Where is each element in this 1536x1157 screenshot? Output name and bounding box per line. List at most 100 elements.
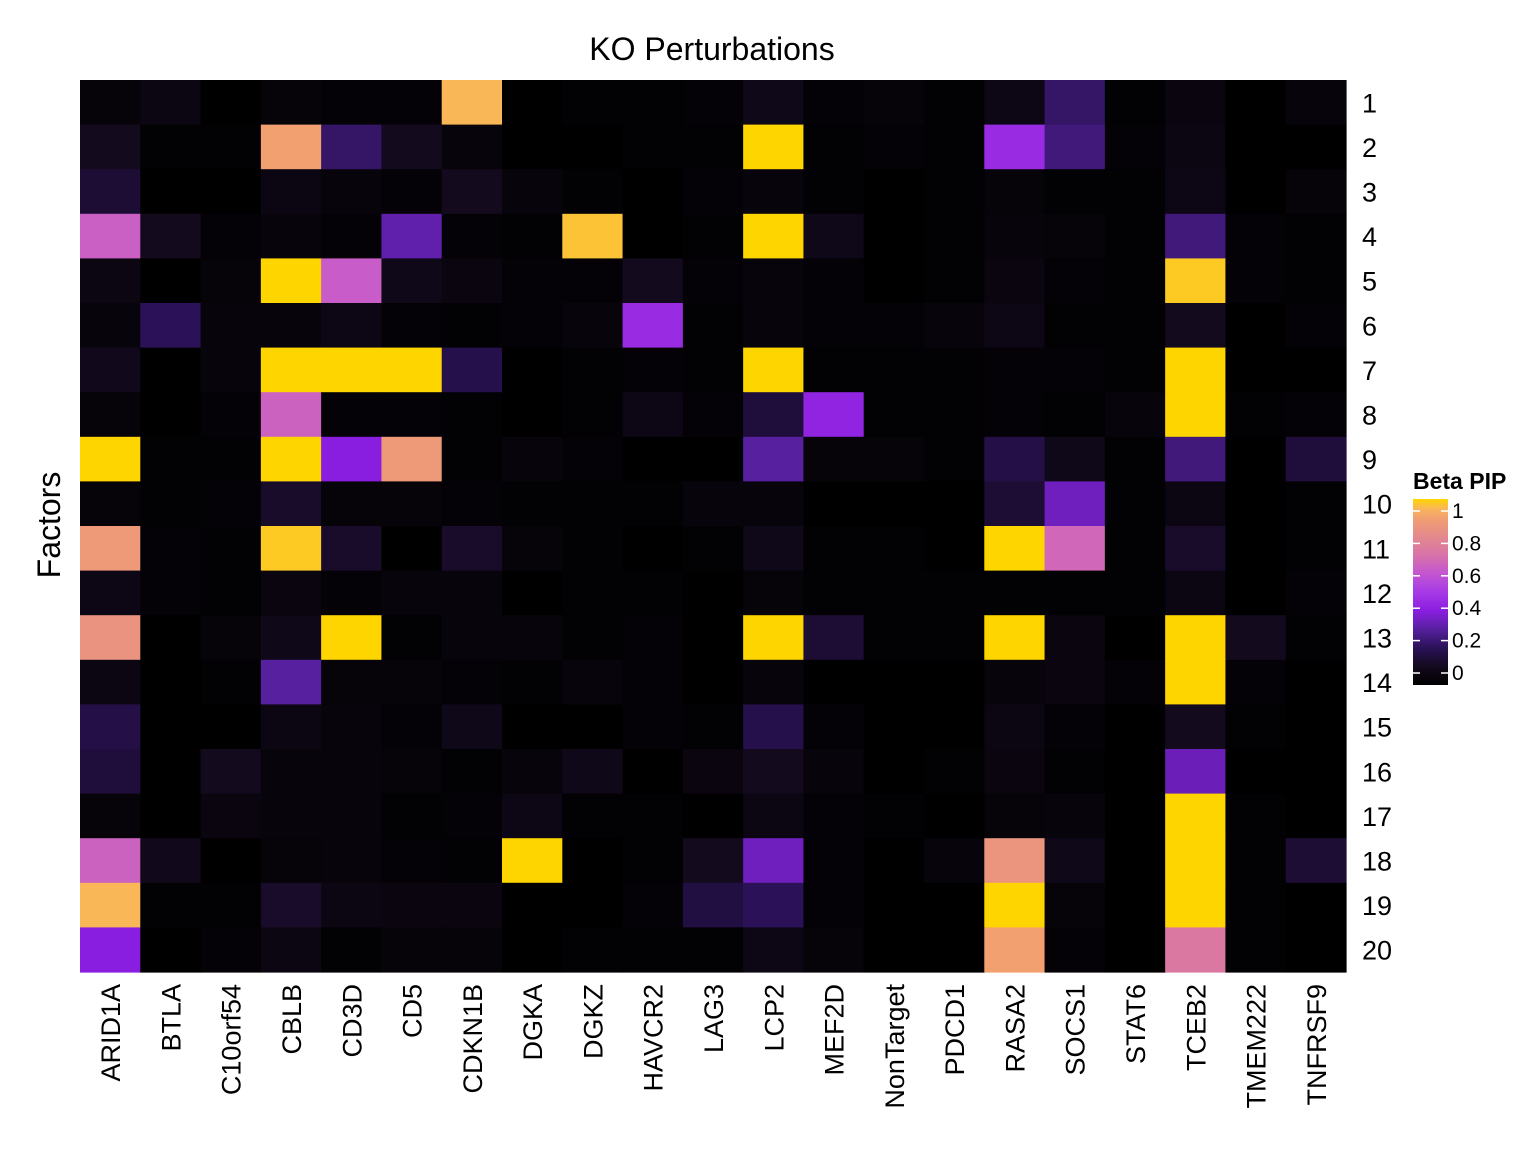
cell-factor3-dgkz [562, 169, 624, 215]
cell-factor3-pdcd1 [924, 169, 985, 215]
cell-factor19-cd3d [321, 882, 383, 928]
cell-factor9-lcp2 [743, 436, 805, 482]
cell-factor20-cdkn1b [441, 927, 503, 973]
cell-factor9-btla [140, 436, 202, 482]
cell-factor12-cd5 [381, 570, 443, 616]
cell-factor18-lcp2 [743, 838, 805, 884]
cell-factor6-lcp2 [743, 303, 805, 349]
cell-factor1-tnfrsf9 [1285, 80, 1347, 126]
cell-factor2-dgkz [562, 124, 624, 170]
cell-factor9-socs1 [1044, 436, 1106, 482]
y-tick-label: 12 [1362, 579, 1392, 609]
cell-factor10-cdkn1b [441, 481, 503, 527]
colorbar-tick-label: 0.6 [1452, 565, 1481, 588]
y-tick-label: 17 [1362, 802, 1392, 832]
cell-factor20-dgkz [562, 927, 624, 973]
cell-factor15-tmem222 [1225, 704, 1287, 750]
cell-factor1-arid1a [80, 80, 141, 126]
cell-factor16-tmem222 [1225, 749, 1287, 795]
cell-factor12-nontarget [863, 570, 925, 616]
cell-factor4-tmem222 [1225, 213, 1287, 259]
cell-factor1-tmem222 [1225, 80, 1287, 126]
cell-factor13-havcr2 [622, 615, 684, 661]
cell-factor2-socs1 [1044, 124, 1106, 170]
cell-factor10-dgkz [562, 481, 624, 527]
cell-factor20-tnfrsf9 [1285, 927, 1347, 973]
cell-factor1-cblb [260, 80, 322, 126]
cell-factor20-cblb [260, 927, 322, 973]
cell-factor19-btla [140, 882, 202, 928]
cell-factor15-havcr2 [622, 704, 684, 750]
cell-factor18-mef2d [803, 838, 865, 884]
cell-factor8-nontarget [863, 392, 925, 438]
cell-factor16-arid1a [80, 749, 141, 795]
cell-factor2-lag3 [682, 124, 744, 170]
cell-factor9-tnfrsf9 [1285, 436, 1347, 482]
cell-factor13-socs1 [1044, 615, 1106, 661]
cell-factor18-tceb2 [1165, 838, 1227, 884]
cell-factor7-stat6 [1104, 347, 1166, 393]
x-axis-ticks: ARID1A BTLA C10orf54 CBLB CD3D CD5 CDKN1B DGKA D… [96, 984, 1332, 1109]
colorbar-tick-label: 1 [1452, 500, 1464, 523]
cell-factor18-cblb [260, 838, 322, 884]
cell-factor17-cd3d [321, 793, 383, 839]
cell-factor12-dgkz [562, 570, 624, 616]
cell-factor17-btla [140, 793, 202, 839]
x-tick-label: SOCS1 [1061, 984, 1091, 1076]
cell-factor16-lcp2 [743, 749, 805, 795]
cell-factor2-tnfrsf9 [1285, 124, 1347, 170]
cell-factor11-socs1 [1044, 526, 1106, 572]
cell-factor16-cdkn1b [441, 749, 503, 795]
cell-factor12-cdkn1b [441, 570, 503, 616]
cell-factor4-lag3 [682, 213, 744, 259]
cell-factor6-cdkn1b [441, 303, 503, 349]
cell-factor11-dgka [502, 526, 563, 572]
cell-factor4-cblb [260, 213, 322, 259]
cell-factor15-rasa2 [984, 704, 1046, 750]
cell-factor6-cd5 [381, 303, 443, 349]
cell-factor4-stat6 [1104, 213, 1166, 259]
y-axis-title: Factors [31, 472, 67, 579]
cell-factor20-mef2d [803, 927, 865, 973]
cell-factor16-socs1 [1044, 749, 1106, 795]
cell-factor17-dgkz [562, 793, 624, 839]
cell-factor19-stat6 [1104, 882, 1166, 928]
cell-factor5-tceb2 [1165, 258, 1227, 304]
cell-factor6-socs1 [1044, 303, 1106, 349]
cell-factor11-rasa2 [984, 526, 1046, 572]
cell-factor14-lcp2 [743, 659, 805, 705]
cell-factor7-btla [140, 347, 202, 393]
cell-factor9-tmem222 [1225, 436, 1287, 482]
cell-factor1-mef2d [803, 80, 865, 126]
cell-factor6-rasa2 [984, 303, 1046, 349]
y-tick-label: 14 [1362, 668, 1392, 698]
cell-factor1-lag3 [682, 80, 744, 126]
cell-factor7-havcr2 [622, 347, 684, 393]
cell-factor9-cd3d [321, 436, 383, 482]
cell-factor5-socs1 [1044, 258, 1106, 304]
cell-factor7-dgkz [562, 347, 624, 393]
cell-factor15-cblb [260, 704, 322, 750]
cell-factor10-lag3 [682, 481, 744, 527]
cell-factor7-tnfrsf9 [1285, 347, 1347, 393]
x-tick-label: ARID1A [96, 984, 126, 1082]
cell-factor18-cdkn1b [441, 838, 503, 884]
cell-factor6-cd3d [321, 303, 383, 349]
cell-factor4-tceb2 [1165, 213, 1227, 259]
cell-factor16-btla [140, 749, 202, 795]
cell-factor4-dgkz [562, 213, 624, 259]
cell-factor19-dgka [502, 882, 563, 928]
cell-factor2-dgka [502, 124, 563, 170]
cell-factor17-cblb [260, 793, 322, 839]
colorbar-tick-label: 0.8 [1452, 532, 1481, 555]
cell-factor7-rasa2 [984, 347, 1046, 393]
cell-factor10-dgka [502, 481, 563, 527]
x-tick-label: BTLA [156, 984, 186, 1052]
cell-factor14-dgka [502, 659, 563, 705]
cell-factor14-cd5 [381, 659, 443, 705]
cell-factor19-arid1a [80, 882, 141, 928]
cell-factor10-btla [140, 481, 202, 527]
cell-factor7-nontarget [863, 347, 925, 393]
cell-factor17-nontarget [863, 793, 925, 839]
cell-factor5-cd5 [381, 258, 443, 304]
